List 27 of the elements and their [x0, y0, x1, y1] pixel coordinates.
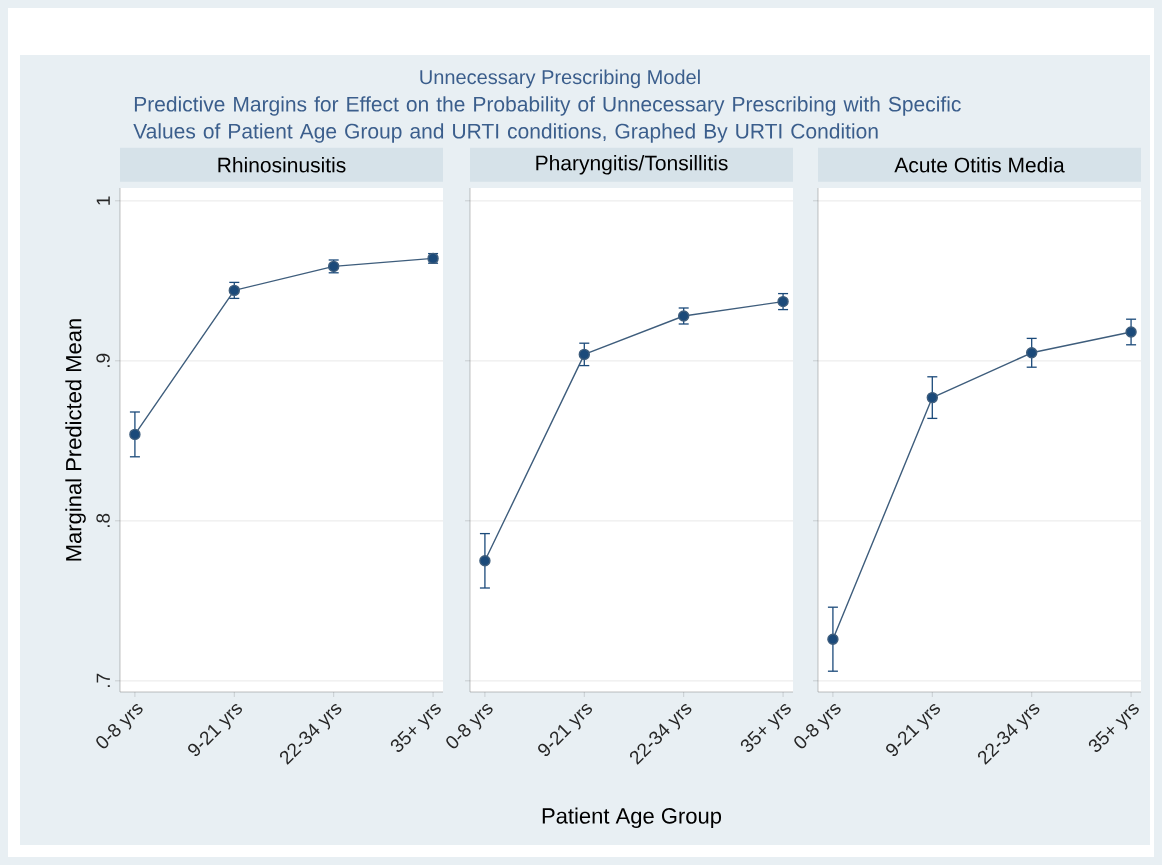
chart-title: Acute Otitis Media — [894, 157, 1065, 173]
chart-title: Rhinosinusitis — [218, 157, 346, 173]
x-tick-label: 0-8 yrs — [96, 704, 143, 749]
y-tick-label: .7 — [96, 673, 110, 687]
x-tick-label: 35+ yrs — [740, 704, 791, 752]
point — [479, 555, 491, 567]
point — [578, 348, 590, 361]
text: Unnecessary Prescribing Model — [420, 69, 700, 89]
x-axis-title: Patient Age Group — [542, 807, 722, 829]
text: Predictive Margins for Effect on the Probability of Unnecessary Prescribing with Specific Values of Patient Age Group and URTI conditions, Graphed By URTI Condition — [133, 96, 961, 143]
x-tick-label: 35+ yrs — [390, 704, 441, 752]
chart-title: Pharyngitis/Tonsillitis — [536, 155, 728, 175]
y-tick-label: 1 — [96, 196, 110, 205]
y-tick-label: .9 — [96, 353, 110, 367]
x-tick-label: 9-21 yrs — [886, 704, 941, 756]
x-tick-label: 0-8 yrs — [446, 704, 493, 749]
point — [827, 633, 839, 645]
point — [1025, 347, 1038, 359]
x-tick-label: 9-21 yrs — [188, 704, 243, 756]
point — [129, 428, 141, 441]
y-tick-label: .8 — [96, 513, 110, 527]
point — [1125, 326, 1137, 338]
x-tick-label: 35+ yrs — [1088, 704, 1139, 752]
x-tick-label: 9-21 yrs — [538, 704, 593, 756]
x-tick-label: 0-8 yrs — [794, 704, 841, 749]
y-axis-title: Marginal Predicted Mean — [65, 319, 86, 561]
point — [926, 391, 938, 404]
